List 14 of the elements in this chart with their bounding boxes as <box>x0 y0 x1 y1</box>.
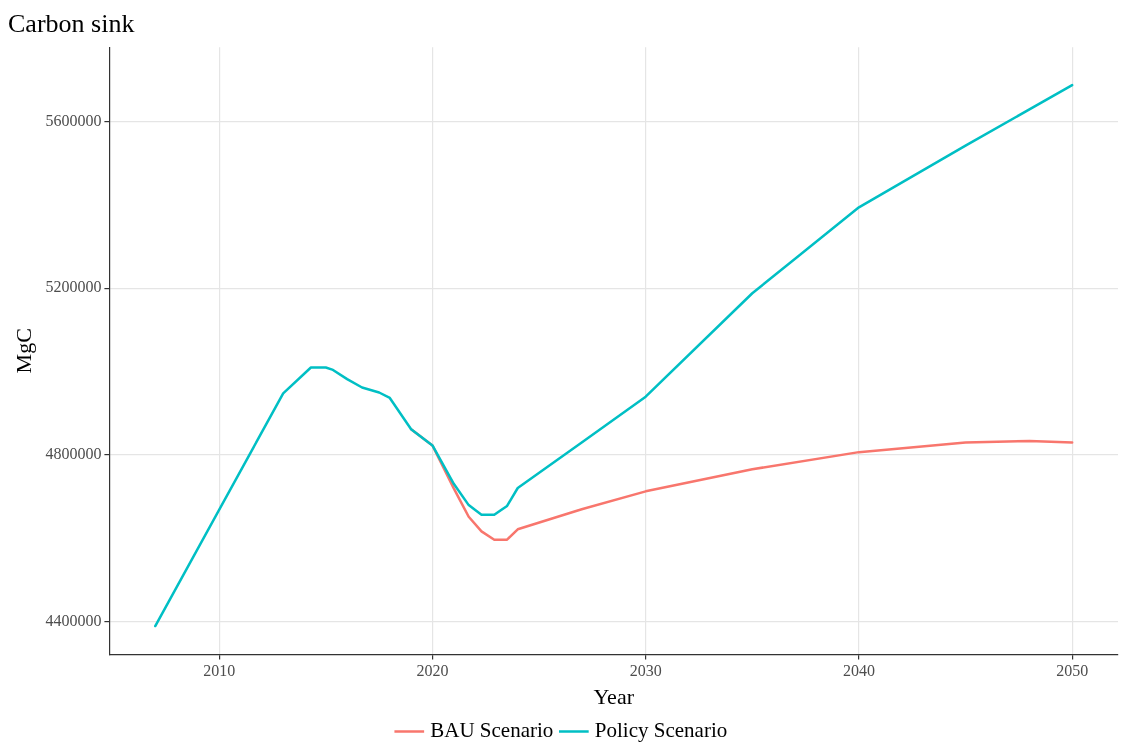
chart-title: Carbon sink <box>8 9 135 39</box>
x-tick-label: 2050 <box>1056 662 1089 680</box>
y-tick-label: 5600000 <box>45 111 102 129</box>
legend-label: BAU Scenario <box>430 718 554 743</box>
x-tick-label: 2010 <box>203 662 236 680</box>
y-tick-label: 4400000 <box>45 612 102 630</box>
x-axis-title: Year <box>593 683 635 709</box>
y-tick-label: 5200000 <box>45 278 102 296</box>
x-tick-label: 2020 <box>416 662 449 680</box>
legend-label: Policy Scenario <box>594 718 728 743</box>
x-tick-label: 2030 <box>629 662 662 680</box>
y-tick-label: 4800000 <box>45 445 102 463</box>
y-axis-title: MgC <box>10 328 36 374</box>
x-tick-label: 2040 <box>842 662 875 680</box>
